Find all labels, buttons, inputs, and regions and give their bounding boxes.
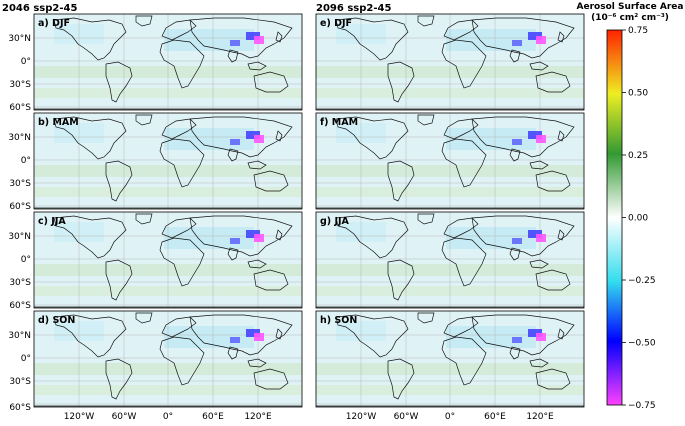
panel-label-h: h) SON	[320, 315, 357, 326]
colorbar-tick-minus-0.75: −0.75	[628, 401, 656, 411]
panel-c: c) JJA	[33, 211, 303, 309]
lat-tick-30n: 30°N	[8, 331, 31, 341]
panel-g: g) JJA	[315, 211, 585, 309]
lat-tick-60s: 60°S	[9, 103, 31, 113]
colorbar: Aerosol Surface Area (10⁻⁶ cm² cm⁻³) 0.7…	[577, 2, 684, 411]
colorbar-tick-0.75: 0.75	[628, 26, 648, 36]
lat-tick-60s: 60°S	[9, 202, 31, 212]
panel-d: d) SON	[33, 310, 303, 408]
lat-tick-30n: 30°N	[8, 232, 31, 242]
lon-tick-120w: 120°W	[346, 412, 377, 422]
panel-e: e) DJF	[315, 13, 585, 111]
panel-label-a: a) DJF	[38, 18, 70, 29]
lat-tick-30s: 30°S	[9, 377, 31, 387]
lon-tick-0: 0°	[163, 412, 173, 422]
lat-tick-30s: 30°S	[9, 179, 31, 189]
lat-tick-0: 0°	[21, 354, 31, 364]
lat-tick-0: 0°	[21, 156, 31, 166]
panel-label-b: b) MAM	[38, 117, 79, 128]
panel-h: h) SON	[315, 310, 585, 408]
lat-tick-0: 0°	[21, 57, 31, 67]
lat-tick-60s: 60°S	[9, 301, 31, 311]
colorbar-title: Aerosol Surface Area	[577, 2, 684, 12]
panel-label-d: d) SON	[38, 315, 75, 326]
panel-f: f) MAM	[315, 112, 585, 210]
lat-tick-60s: 60°S	[9, 403, 31, 413]
lon-tick-120e: 120°E	[526, 412, 554, 422]
lat-tick-30n: 30°N	[8, 133, 31, 143]
lon-tick-60e: 60°E	[484, 412, 506, 422]
panel-b: b) MAM	[33, 112, 303, 210]
colorbar-gradient	[606, 29, 623, 406]
colorbar-tick-0.50: 0.50	[628, 89, 648, 99]
lat-tick-30n: 30°N	[8, 34, 31, 44]
panel-label-f: f) MAM	[320, 117, 358, 128]
lat-tick-30s: 30°S	[9, 278, 31, 288]
lat-tick-0: 0°	[21, 255, 31, 265]
lon-tick-120w: 120°W	[64, 412, 95, 422]
lon-tick-0: 0°	[445, 412, 455, 422]
colorbar-tick-minus-0.50: −0.50	[628, 339, 656, 349]
panel-label-e: e) DJF	[320, 18, 352, 29]
panel-label-c: c) JJA	[38, 216, 66, 227]
lon-tick-60e: 60°E	[202, 412, 224, 422]
panel-label-g: g) JJA	[320, 216, 350, 227]
lon-tick-60w: 60°W	[394, 412, 419, 422]
column-title-2046: 2046 ssp2-45	[2, 3, 77, 14]
lon-tick-60w: 60°W	[112, 412, 137, 422]
panel-a: a) DJF	[33, 13, 303, 111]
column-title-2096: 2096 ssp2-45	[316, 3, 391, 14]
colorbar-units: (10⁻⁶ cm² cm⁻³)	[591, 13, 669, 23]
lon-tick-120e: 120°E	[244, 412, 272, 422]
lat-tick-30s: 30°S	[9, 80, 31, 90]
colorbar-tick-0.00: 0.00	[628, 214, 648, 224]
colorbar-tick-0.25: 0.25	[628, 151, 648, 161]
colorbar-tick-minus-0.25: −0.25	[628, 276, 656, 286]
